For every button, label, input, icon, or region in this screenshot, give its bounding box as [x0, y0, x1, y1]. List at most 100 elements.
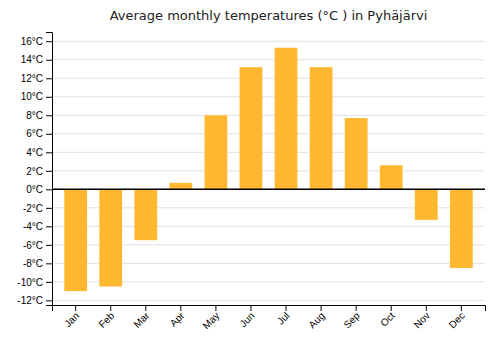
- y-tick: 16°C: [21, 36, 52, 47]
- bar: [275, 48, 298, 190]
- y-tick: -8°C: [23, 258, 52, 269]
- y-tick-label: -8°C: [23, 258, 43, 269]
- y-tick-mark: [46, 152, 52, 153]
- x-tick-label: Oct: [378, 310, 397, 329]
- x-tick: Feb: [96, 305, 116, 330]
- y-tick-label: 8°C: [26, 110, 43, 121]
- x-tick-label: Aug: [306, 310, 326, 330]
- chart: Average monthly temperatures (°C ) in Py…: [0, 0, 500, 350]
- y-tick-mark: [46, 171, 52, 172]
- grid-line: [52, 41, 485, 42]
- y-tick: 14°C: [21, 54, 52, 65]
- bar: [99, 189, 122, 286]
- y-tick-label: 2°C: [26, 166, 43, 177]
- y-tick: 12°C: [21, 73, 52, 84]
- y-tick-mark: [46, 60, 52, 61]
- y-tick: 4°C: [26, 147, 52, 158]
- y-tick-label: -2°C: [23, 203, 43, 214]
- grid-line: [52, 170, 485, 171]
- x-tick-label: Dec: [447, 310, 467, 330]
- bar: [380, 165, 403, 189]
- bar: [134, 189, 157, 240]
- x-tick: Jul: [275, 305, 292, 327]
- y-tick-label: 14°C: [21, 54, 43, 65]
- bar: [169, 183, 192, 189]
- x-tick-label: Mar: [131, 309, 151, 329]
- x-tick-label: Jan: [62, 310, 81, 329]
- y-tick-mark: [46, 263, 52, 264]
- y-tick-mark: [46, 189, 52, 190]
- grid-line: [52, 152, 485, 153]
- x-tick-mark: [356, 305, 357, 311]
- y-tick: -6°C: [23, 240, 52, 251]
- x-tick-label: Jul: [275, 310, 292, 327]
- x-tick: Jan: [62, 305, 81, 329]
- y-tick-label: -6°C: [23, 240, 43, 251]
- y-tick-label: 0°C: [26, 184, 43, 195]
- y-tick-label: -12°C: [17, 295, 43, 306]
- bar: [415, 189, 438, 220]
- y-tick-label: -10°C: [17, 277, 43, 288]
- y-axis-line: [46, 33, 53, 306]
- x-tick-mark: [215, 305, 216, 311]
- x-tick: Sep: [341, 305, 362, 330]
- y-tick-mark: [46, 115, 52, 116]
- grid: [52, 41, 485, 300]
- y-tick-label: -4°C: [23, 221, 43, 232]
- y-tick-mark: [46, 226, 52, 227]
- x-tick: Oct: [378, 305, 397, 329]
- y-tick-mark: [46, 300, 52, 301]
- title: Average monthly temperatures (°C ) in Py…: [110, 8, 428, 23]
- y-tick-label: 6°C: [26, 128, 43, 139]
- x-tick-label: Sep: [341, 310, 362, 331]
- y-tick-label: 12°C: [21, 73, 43, 84]
- y-tick-label: 4°C: [26, 147, 43, 158]
- grid-line: [52, 59, 485, 60]
- y-tick-label: 10°C: [21, 91, 43, 102]
- marks: [52, 48, 485, 291]
- grid-line: [52, 96, 485, 97]
- grid-line: [52, 78, 485, 79]
- bar: [345, 118, 368, 189]
- baseline: [52, 189, 485, 191]
- x-tick-mark: [110, 305, 111, 311]
- x-tick: Jun: [237, 305, 256, 329]
- y-tick: -10°C: [17, 277, 52, 288]
- y-tick-mark: [46, 282, 52, 283]
- x-tick: Nov: [412, 305, 432, 330]
- grid-line: [52, 133, 485, 134]
- y-tick: -2°C: [23, 203, 52, 214]
- x-tick-label: Apr: [168, 309, 187, 328]
- y-tick-mark: [46, 134, 52, 135]
- plot: -12°C -10°C -8°C -6°C -4°C -2°C 0°C 2°C 4°C 6°C 8°…: [17, 33, 485, 332]
- x-tick-mark: [145, 305, 146, 311]
- y-tick-mark: [46, 41, 52, 42]
- y-tick: -12°C: [17, 295, 52, 306]
- x-axis-line: [53, 306, 486, 312]
- x-tick-mark: [75, 305, 76, 311]
- y-tick-mark: [46, 245, 52, 246]
- bar: [310, 67, 333, 189]
- bar: [205, 115, 228, 189]
- y-tick: 8°C: [26, 110, 52, 121]
- x-tick-mark: [391, 305, 392, 311]
- y-tick: 2°C: [26, 166, 52, 177]
- x-tick-mark: [286, 305, 287, 311]
- x-tick-label: May: [200, 310, 221, 331]
- y-tick-mark: [46, 78, 52, 79]
- x-tick-label: Feb: [96, 310, 116, 330]
- y-axis: -12°C -10°C -8°C -6°C -4°C -2°C 0°C 2°C 4°C 6°C 8°…: [17, 33, 52, 307]
- x-tick: May: [200, 305, 221, 331]
- x-tick: Apr: [168, 305, 187, 329]
- x-tick-label: Jun: [237, 310, 256, 329]
- grid-line: [52, 115, 485, 116]
- y-tick-label: 16°C: [21, 36, 43, 47]
- x-tick-mark: [426, 305, 427, 311]
- x-axis: Jan Feb Mar Apr May Jun Jul Aug Sep Oct Nov Dec: [53, 305, 486, 331]
- x-tick: Aug: [306, 305, 326, 330]
- y-tick: -4°C: [23, 221, 52, 232]
- grid-line: [52, 189, 485, 190]
- y-tick: 10°C: [21, 91, 52, 102]
- grid-line: [52, 300, 485, 301]
- x-tick-label: Nov: [412, 310, 432, 330]
